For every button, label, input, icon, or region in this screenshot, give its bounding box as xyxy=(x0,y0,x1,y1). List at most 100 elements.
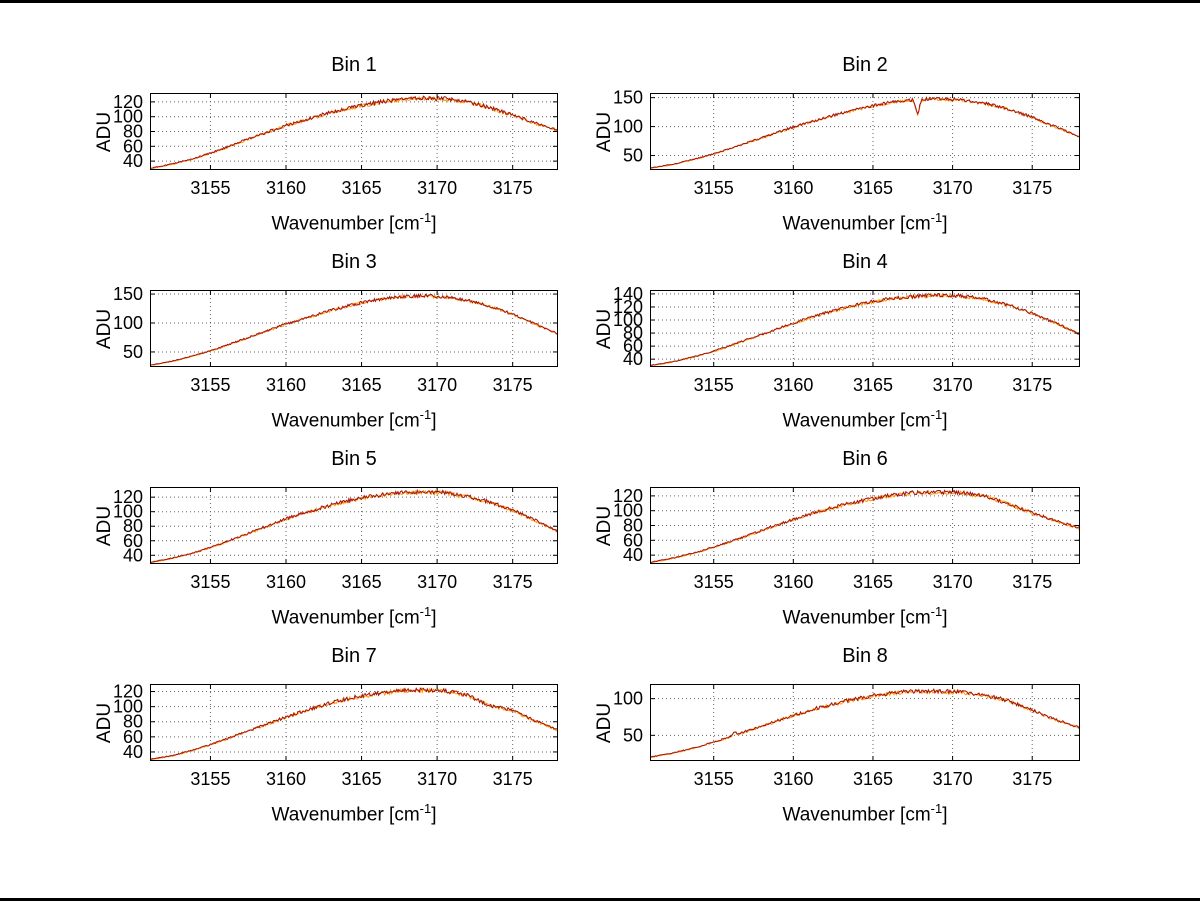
y-tick-label: 150 xyxy=(113,284,143,304)
subplot-title: Bin 3 xyxy=(331,251,377,273)
y-tick-label: 120 xyxy=(113,682,143,702)
x-axis-label: Wavenumber [cm-1] xyxy=(271,604,437,629)
x-tick-label: 3175 xyxy=(493,375,533,395)
y-tick-label: 100 xyxy=(613,117,643,137)
x-tick-label: 3165 xyxy=(342,769,382,789)
subplot-bin-3: Bin 3 ADU Wavenumber [cm-1] 3155 3160 3165 317… xyxy=(35,245,583,482)
x-tick-label: 3175 xyxy=(493,572,533,592)
subplot-bin-7: Bin 7 ADU Wavenumber [cm-1] 3155 3160 3165 317… xyxy=(35,639,583,876)
x-tick-label: 3155 xyxy=(190,375,230,395)
y-tick-label: 140 xyxy=(613,284,643,304)
y-tick-label: 80 xyxy=(623,516,643,536)
x-tick-label: 3170 xyxy=(417,178,457,198)
x-tick-label: 3165 xyxy=(342,572,382,592)
y-tick-label: 80 xyxy=(123,122,143,142)
axes-box xyxy=(150,684,558,761)
y-tick-label: 120 xyxy=(113,92,143,112)
y-tick-label: 100 xyxy=(113,313,143,333)
x-axis-label: Wavenumber [cm-1] xyxy=(271,210,437,235)
x-tick-label: 3160 xyxy=(266,572,306,592)
y-tick-label: 40 xyxy=(123,151,143,171)
axes-box xyxy=(650,93,1080,170)
x-axis-label: Wavenumber [cm-1] xyxy=(271,801,437,826)
subplot-bin-5: Bin 5 ADU Wavenumber [cm-1] 3155 3160 3165 317… xyxy=(35,442,583,679)
y-tick-label: 100 xyxy=(613,310,643,330)
x-tick-label: 3165 xyxy=(342,178,382,198)
x-tick-label: 3155 xyxy=(694,769,734,789)
top-border xyxy=(0,0,1200,3)
plot-area: 3155 3160 3165 3170 3175 50 100 150 xyxy=(113,284,558,395)
x-tick-label: 3165 xyxy=(853,178,893,198)
y-tick-label: 80 xyxy=(623,323,643,343)
axes-box xyxy=(650,290,1080,367)
x-axis-label: Wavenumber [cm-1] xyxy=(271,407,437,432)
subplot-bin-2: Bin 2 ADU Wavenumber [cm-1] 3155 3160 3165 317… xyxy=(535,48,1105,285)
subplot-title: Bin 8 xyxy=(842,645,888,667)
x-tick-label: 3170 xyxy=(417,572,457,592)
y-tick-label: 60 xyxy=(123,531,143,551)
x-tick-label: 3165 xyxy=(342,375,382,395)
x-tick-label: 3175 xyxy=(1012,572,1052,592)
x-tick-label: 3160 xyxy=(773,375,813,395)
series-line xyxy=(150,687,558,760)
series-line xyxy=(650,688,1080,758)
y-tick-label: 40 xyxy=(623,349,643,369)
y-tick-label: 120 xyxy=(613,486,643,506)
y-tick-label: 60 xyxy=(623,530,643,550)
x-axis-label: Wavenumber [cm-1] xyxy=(782,801,948,826)
y-tick-label: 40 xyxy=(623,545,643,565)
y-tick-label: 60 xyxy=(123,727,143,747)
y-tick-label: 100 xyxy=(113,697,143,717)
x-tick-label: 3175 xyxy=(493,769,533,789)
x-tick-label: 3165 xyxy=(853,572,893,592)
subplot-bin-1: Bin 1 ADU Wavenumber [cm-1] 3155 3160 3165 317… xyxy=(35,48,583,285)
x-axis-label: Wavenumber [cm-1] xyxy=(782,407,948,432)
x-tick-label: 3155 xyxy=(190,178,230,198)
x-tick-label: 3155 xyxy=(190,572,230,592)
x-tick-label: 3160 xyxy=(266,769,306,789)
y-tick-label: 100 xyxy=(613,501,643,521)
series-line xyxy=(150,95,558,169)
x-tick-label: 3170 xyxy=(417,769,457,789)
subplot-bin-4: Bin 4 ADU Wavenumber [cm-1] 3155 3160 3165 317… xyxy=(535,245,1105,482)
plot-area: 3155 3160 3165 3170 3175 50 100 xyxy=(613,684,1080,789)
x-tick-label: 3155 xyxy=(694,375,734,395)
x-tick-label: 3160 xyxy=(773,769,813,789)
y-tick-label: 80 xyxy=(123,712,143,732)
series-line xyxy=(150,293,558,366)
y-tick-label: 120 xyxy=(113,487,143,507)
x-tick-label: 3170 xyxy=(933,769,973,789)
axes-box xyxy=(650,684,1080,761)
y-tick-label: 150 xyxy=(613,88,643,108)
y-tick-label: 100 xyxy=(113,107,143,127)
y-tick-label: 40 xyxy=(123,545,143,565)
subplot-title: Bin 7 xyxy=(331,645,377,667)
x-tick-label: 3160 xyxy=(773,178,813,198)
bottom-border xyxy=(0,898,1200,901)
subplot-title: Bin 6 xyxy=(842,448,888,470)
series-line xyxy=(650,489,1080,564)
axes-box xyxy=(150,487,558,564)
x-tick-label: 3175 xyxy=(493,178,533,198)
subplot-title: Bin 1 xyxy=(331,54,377,76)
y-tick-label: 60 xyxy=(623,336,643,356)
y-tick-label: 60 xyxy=(123,136,143,156)
x-tick-label: 3160 xyxy=(773,572,813,592)
x-tick-label: 3170 xyxy=(933,178,973,198)
x-tick-label: 3160 xyxy=(266,375,306,395)
series-line xyxy=(650,489,1080,564)
series-line xyxy=(150,95,558,169)
y-tick-label: 40 xyxy=(123,742,143,762)
x-tick-label: 3170 xyxy=(933,572,973,592)
series-line xyxy=(650,292,1080,367)
plot-area: 3155 3160 3165 3170 3175 50 100 150 xyxy=(613,88,1080,198)
series-line xyxy=(150,488,558,564)
axes-box xyxy=(150,290,558,367)
x-tick-label: 3165 xyxy=(853,769,893,789)
